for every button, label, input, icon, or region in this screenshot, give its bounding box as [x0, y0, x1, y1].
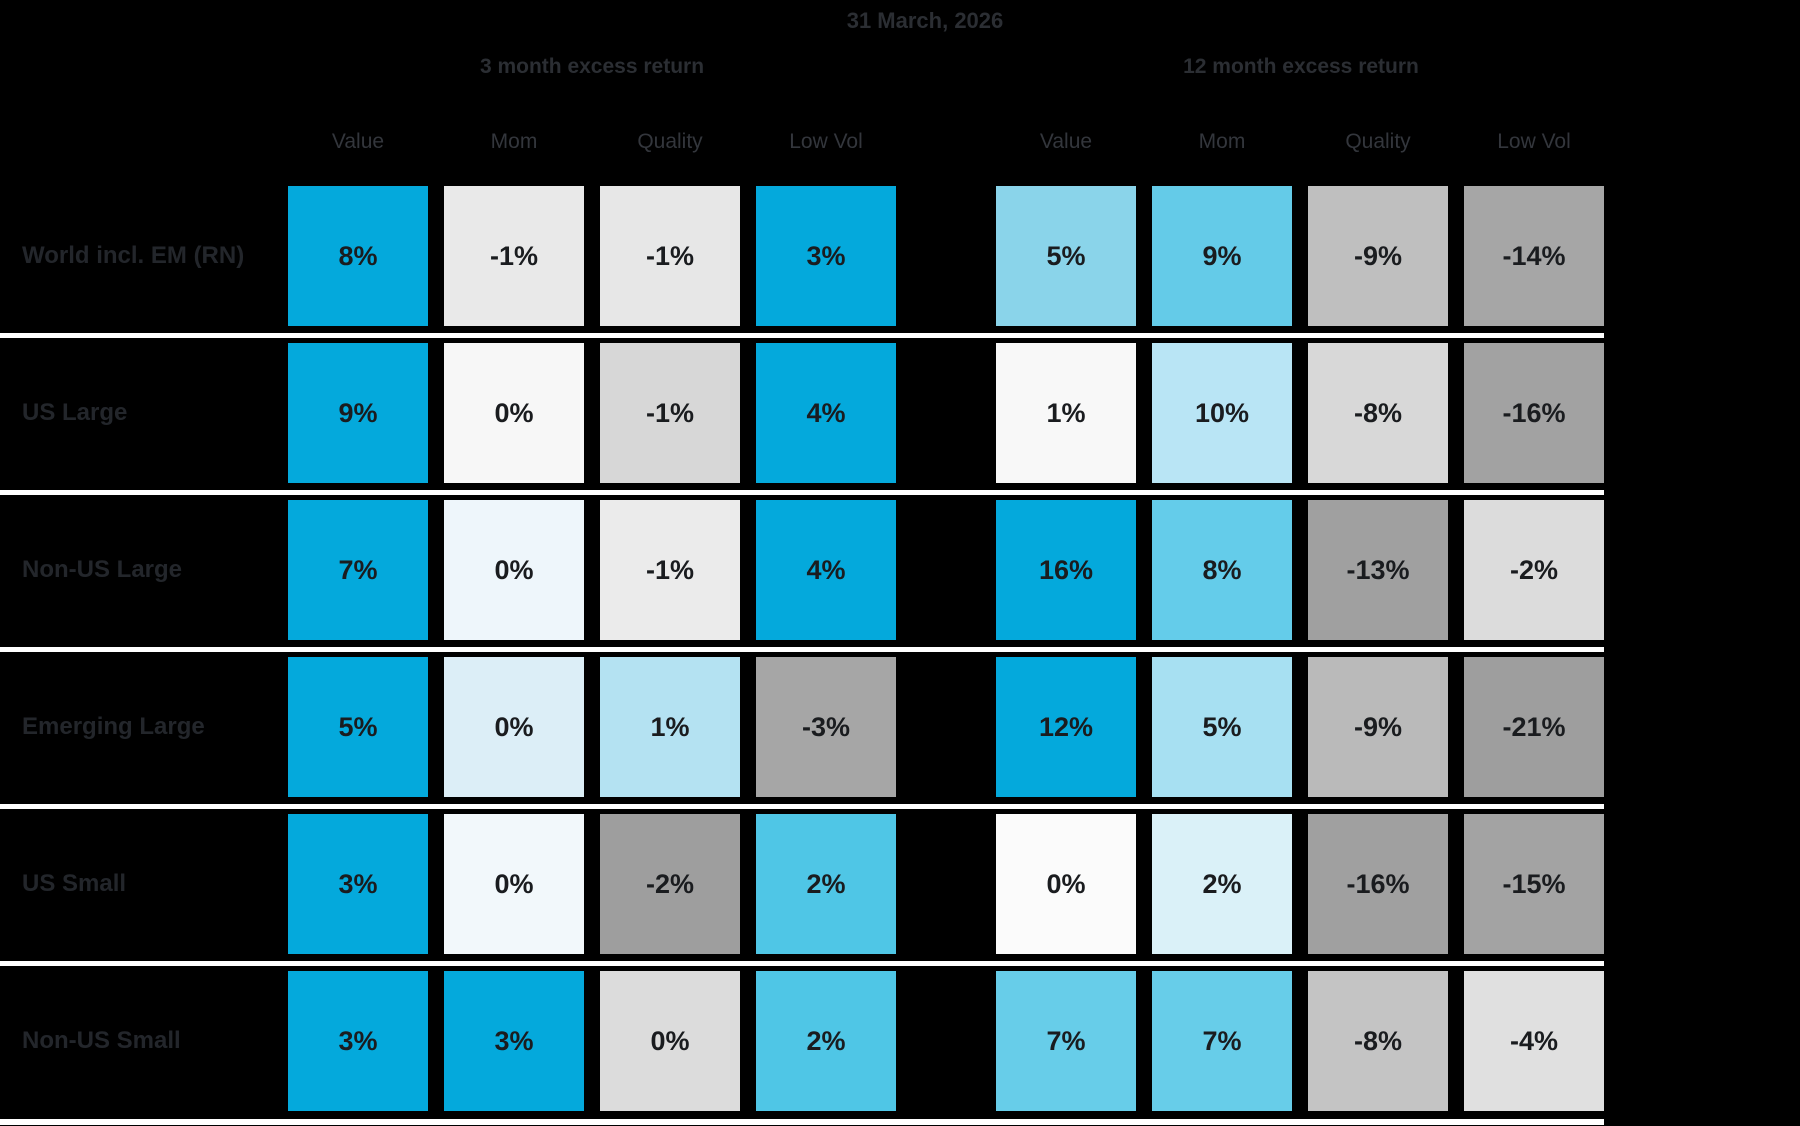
heatmap-cell: 4%: [756, 343, 896, 483]
heatmap-cell: -3%: [756, 657, 896, 797]
column-header-3m-mom: Mom: [490, 130, 538, 153]
heatmap-cell: -15%: [1464, 814, 1604, 954]
row-label-us-large: US Large: [22, 399, 128, 427]
row-label-non-us-small: Non-US Small: [22, 1027, 181, 1055]
heatmap-cell: 3%: [288, 814, 428, 954]
heatmap-cell: -9%: [1308, 657, 1448, 797]
column-header-3m-lowvol: Low Vol: [789, 130, 863, 153]
heatmap-cell: 8%: [288, 186, 428, 326]
heatmap-cell: 0%: [444, 500, 584, 640]
row-separator: [0, 333, 1604, 338]
heatmap-cell: -13%: [1308, 500, 1448, 640]
row-separator: [0, 490, 1604, 495]
section-header-3-month: 3 month excess return: [479, 55, 705, 78]
heatmap-cell: -1%: [444, 186, 584, 326]
heatmap-cell: 3%: [756, 186, 896, 326]
heatmap-cell: -4%: [1464, 971, 1604, 1111]
heatmap-cell: -9%: [1308, 186, 1448, 326]
heatmap-cell: 5%: [288, 657, 428, 797]
heatmap-cell: 0%: [444, 814, 584, 954]
heatmap-cell: 5%: [996, 186, 1136, 326]
heatmap-cell: 8%: [1152, 500, 1292, 640]
heatmap-cell: 9%: [288, 343, 428, 483]
column-header-3m-quality: Quality: [637, 130, 703, 153]
heatmap-cell: 3%: [444, 971, 584, 1111]
heatmap-cell: 0%: [996, 814, 1136, 954]
heatmap-cell: 0%: [444, 343, 584, 483]
row-label-emerging-large: Emerging Large: [22, 713, 205, 741]
heatmap-cell: 2%: [1152, 814, 1292, 954]
heatmap-cell: 16%: [996, 500, 1136, 640]
heatmap-cell: -2%: [600, 814, 740, 954]
heatmap-cell: 7%: [1152, 971, 1292, 1111]
heatmap-cell: 7%: [996, 971, 1136, 1111]
heatmap-cell: -21%: [1464, 657, 1604, 797]
row-label-non-us-large: Non-US Large: [22, 556, 183, 584]
heatmap-cell: -1%: [600, 500, 740, 640]
heatmap-cell: -16%: [1464, 343, 1604, 483]
heatmap-cell: 2%: [756, 814, 896, 954]
heatmap-cell: -8%: [1308, 971, 1448, 1111]
heatmap-cell: 1%: [996, 343, 1136, 483]
column-header-12m-lowvol: Low Vol: [1497, 130, 1571, 153]
heatmap-cell: -14%: [1464, 186, 1604, 326]
row-separator: [0, 961, 1604, 966]
heatmap-cell: -16%: [1308, 814, 1448, 954]
column-header-3m-value: Value: [331, 130, 385, 153]
heatmap-cell: -1%: [600, 343, 740, 483]
row-label-us-small: US Small: [22, 870, 127, 898]
heatmap-cell: 5%: [1152, 657, 1292, 797]
column-header-12m-quality: Quality: [1345, 130, 1411, 153]
heatmap-cell: 7%: [288, 500, 428, 640]
chart-title: 31 March, 2026: [846, 8, 1004, 33]
heatmap-cell: -2%: [1464, 500, 1604, 640]
heatmap-cell: 0%: [600, 971, 740, 1111]
heatmap-cell: 12%: [996, 657, 1136, 797]
heatmap-cell: 1%: [600, 657, 740, 797]
heatmap-cell: 3%: [288, 971, 428, 1111]
heatmap-cell: 2%: [756, 971, 896, 1111]
section-header-12-month: 12 month excess return: [1183, 55, 1419, 78]
row-separator: [0, 804, 1604, 809]
row-separator: [0, 647, 1604, 652]
heatmap-cell: -8%: [1308, 343, 1448, 483]
row-label-world-incl-em: World incl. EM (RN): [22, 242, 245, 270]
heatmap-cell: 10%: [1152, 343, 1292, 483]
table-bottom-line: [0, 1119, 1604, 1125]
column-header-12m-value: Value: [1039, 130, 1093, 153]
heatmap-cell: 0%: [444, 657, 584, 797]
heatmap-cell: 4%: [756, 500, 896, 640]
column-header-12m-mom: Mom: [1198, 130, 1246, 153]
heatmap-cell: -1%: [600, 186, 740, 326]
heatmap-cell: 9%: [1152, 186, 1292, 326]
